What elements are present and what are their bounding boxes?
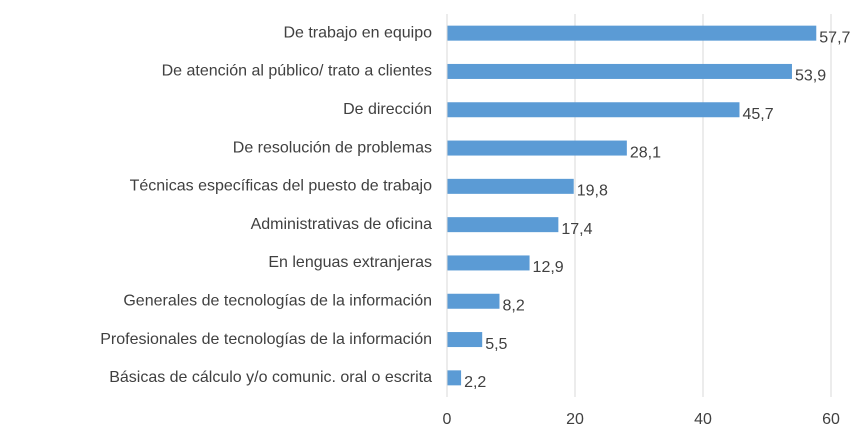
bar bbox=[447, 332, 483, 348]
x-tick-label: 40 bbox=[694, 411, 712, 428]
value-label: 19,8 bbox=[577, 183, 608, 200]
bar bbox=[447, 102, 740, 118]
value-label: 5,5 bbox=[485, 336, 507, 353]
category-label: En lenguas extranjeras bbox=[268, 254, 432, 271]
value-label: 28,1 bbox=[630, 144, 661, 161]
x-tick-label: 20 bbox=[566, 411, 584, 428]
value-label: 57,7 bbox=[819, 29, 850, 46]
value-label: 45,7 bbox=[742, 106, 773, 123]
category-label: Básicas de cálculo y/o comunic. oral o e… bbox=[109, 369, 432, 386]
category-label: Administrativas de oficina bbox=[251, 216, 433, 233]
value-label: 8,2 bbox=[502, 297, 524, 314]
bar bbox=[447, 63, 792, 79]
bar bbox=[447, 293, 500, 309]
value-label: 12,9 bbox=[533, 259, 564, 276]
bar bbox=[447, 178, 574, 194]
value-label: 2,2 bbox=[464, 374, 486, 391]
category-label: De trabajo en equipo bbox=[283, 24, 432, 41]
category-label: Generales de tecnologías de la informaci… bbox=[123, 292, 432, 309]
value-label: 17,4 bbox=[561, 221, 592, 238]
category-label: Profesionales de tecnologías de la infor… bbox=[100, 331, 432, 348]
bar bbox=[447, 140, 627, 156]
x-tick-label: 0 bbox=[443, 411, 452, 428]
category-label: Técnicas específicas del puesto de traba… bbox=[130, 178, 433, 195]
category-label: De resolución de problemas bbox=[233, 139, 432, 156]
bar bbox=[447, 370, 462, 386]
category-label: De dirección bbox=[343, 101, 432, 118]
x-tick-label: 60 bbox=[822, 411, 840, 428]
category-label: De atención al público/ trato a clientes bbox=[162, 63, 432, 80]
bar bbox=[447, 255, 530, 271]
bar bbox=[447, 217, 559, 233]
value-label: 53,9 bbox=[795, 68, 826, 85]
bar bbox=[447, 25, 817, 41]
